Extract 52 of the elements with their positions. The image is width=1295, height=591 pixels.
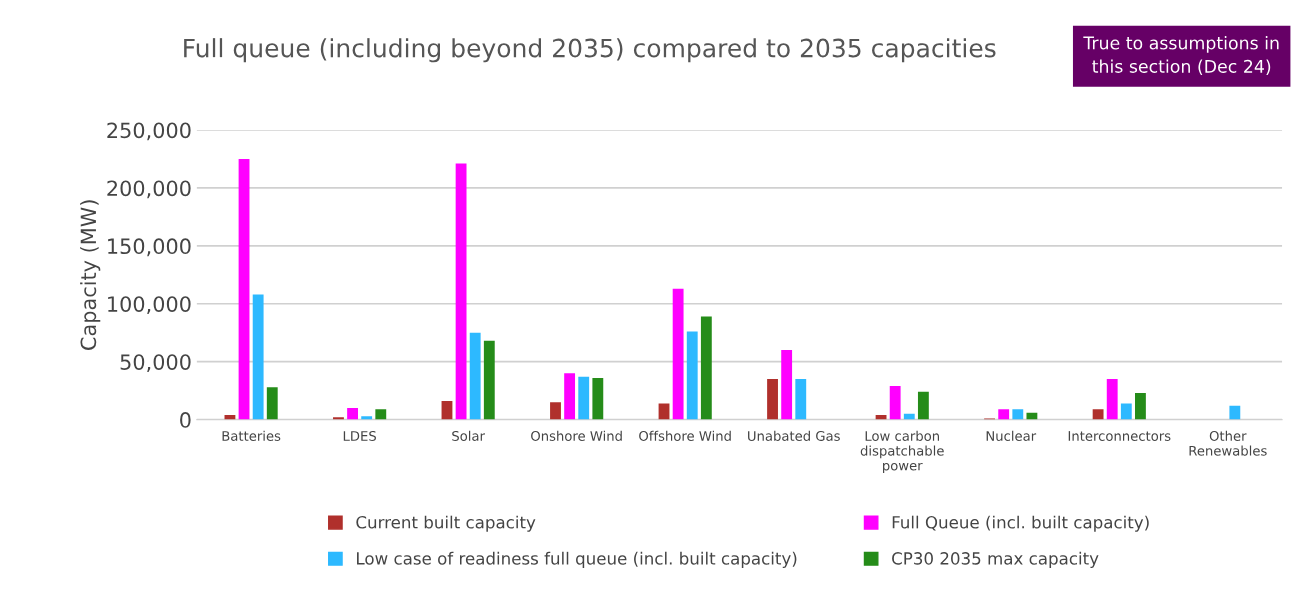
bar [252, 294, 264, 420]
y-tick-label: 200,000 [107, 180, 191, 199]
bar [1135, 392, 1146, 420]
bar [767, 379, 778, 420]
bar [672, 288, 684, 420]
bar [483, 340, 495, 420]
bar [686, 331, 698, 420]
bar [238, 158, 250, 420]
x-tick-label: LDES [343, 430, 376, 441]
y-tick-label: 50,000 [120, 354, 191, 373]
y-axis-title: Capacity (MW) [80, 200, 101, 350]
bar [889, 386, 901, 420]
text: True to assumptions in this section (Dec 24) [1083, 36, 1279, 75]
bar [795, 379, 807, 420]
y-tick-label: 150,000 [108, 238, 191, 257]
bar [564, 373, 576, 420]
bar [781, 350, 793, 420]
bar [917, 391, 929, 420]
bar [658, 403, 670, 420]
x-tick-label: Other Renewables [1189, 430, 1267, 456]
bar [469, 332, 481, 420]
bar [375, 409, 387, 420]
y-tick-label: 0 [180, 412, 191, 428]
y-tick-label: 100,000 [108, 296, 191, 315]
bar [550, 402, 561, 420]
legend-label: Current built capacity [356, 515, 536, 532]
bar [1092, 409, 1104, 420]
bar [1120, 403, 1132, 420]
bar [455, 163, 467, 420]
legend-label: Full Queue (incl. built capacity) [892, 515, 1149, 532]
x-tick-label: Nuclear [986, 430, 1037, 441]
x-tick-label: Unabated Gas [748, 430, 840, 441]
x-tick-label: Interconnectors [1068, 431, 1171, 441]
bar [1012, 409, 1024, 420]
x-tick-label: Solar [452, 430, 485, 441]
x-tick-label: Offshore Wind [639, 430, 731, 441]
bar [1106, 379, 1118, 420]
bar [347, 408, 358, 420]
x-tick-label: Batteries [222, 430, 281, 441]
bar [441, 401, 453, 420]
x-tick-label: Onshore Wind [531, 430, 622, 441]
bar [700, 316, 712, 420]
bar [266, 387, 278, 420]
y-tick-label: 250,000 [107, 122, 191, 141]
bar [578, 376, 590, 420]
legend-label: CP30 2035 max capacity [892, 551, 1099, 568]
bar [1229, 405, 1241, 420]
bar [998, 409, 1010, 420]
x-tick-label: Low carbon dispatchable power [860, 430, 944, 474]
legend-label: Low case of readiness full queue (incl. built capacity) [357, 551, 797, 568]
chart-title: Full queue (including beyond 2035) compared to 2035 capacities [184, 38, 996, 63]
bar [592, 377, 604, 420]
